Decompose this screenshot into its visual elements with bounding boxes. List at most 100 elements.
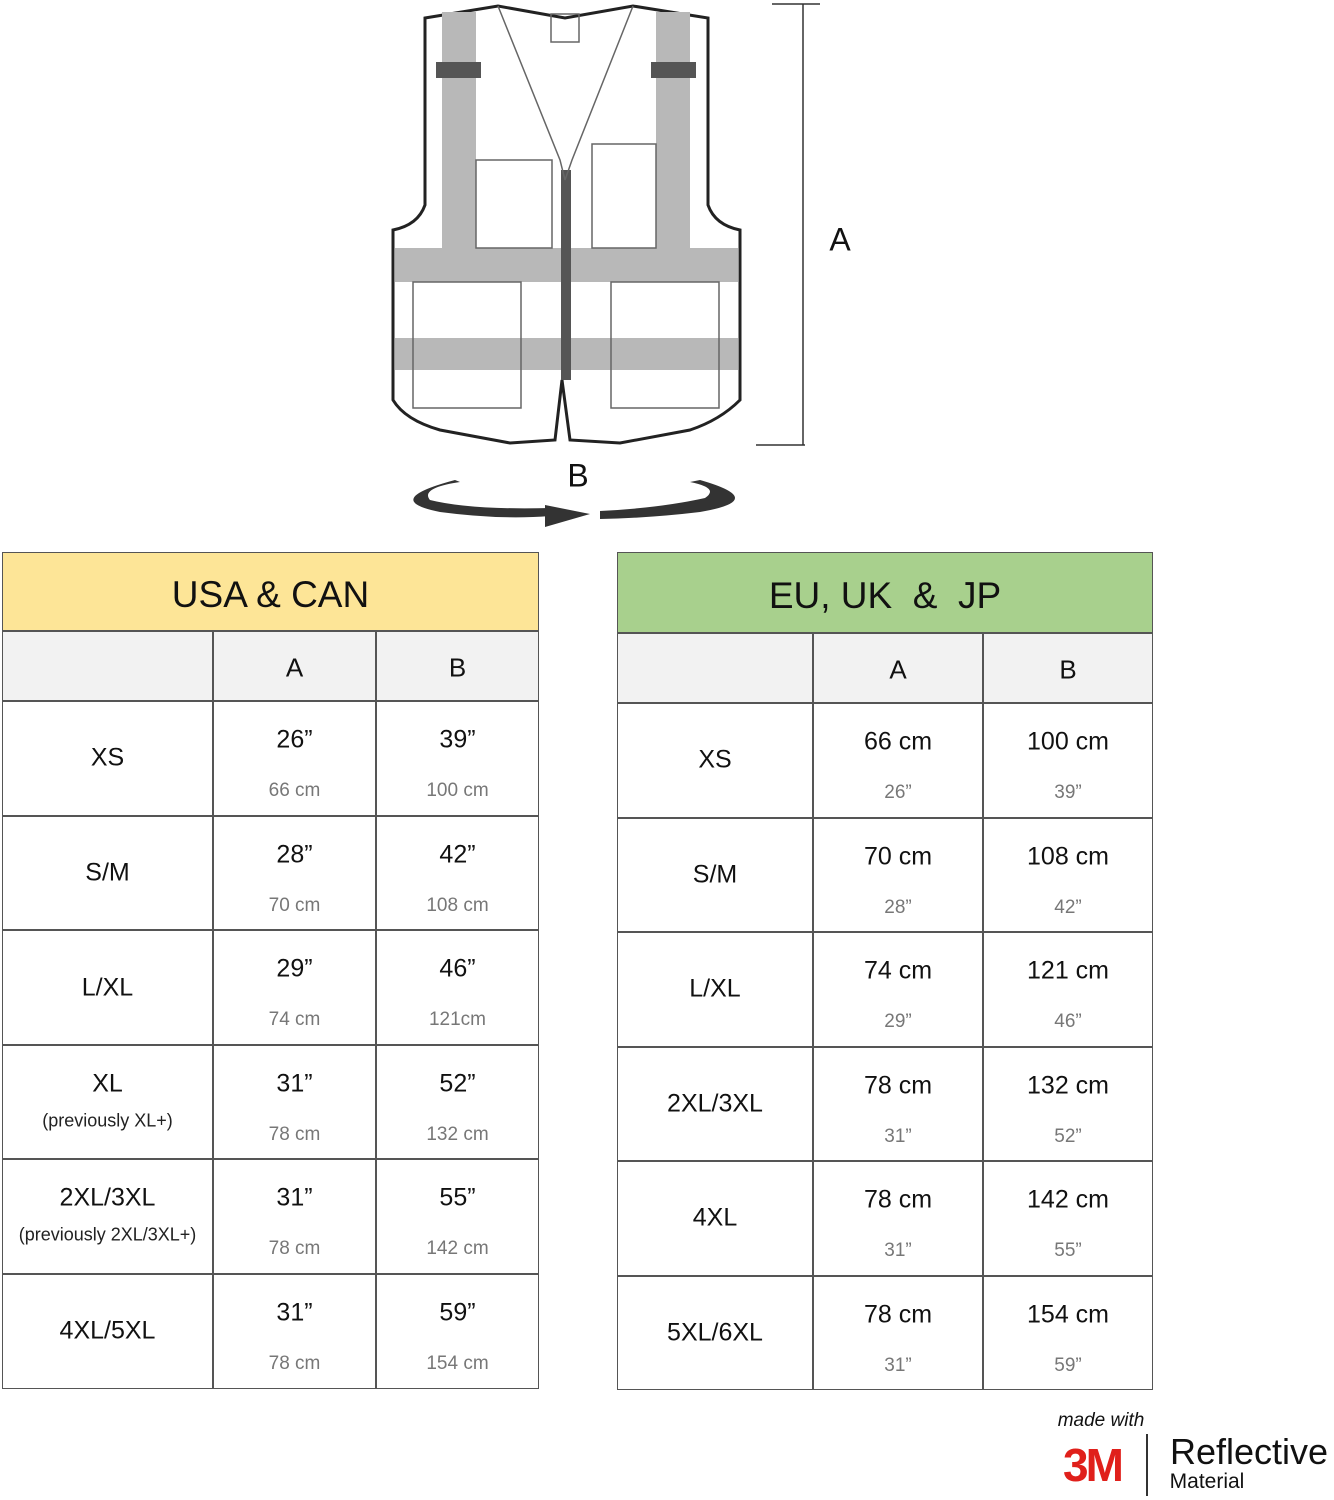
measurement-alt: 74 cm <box>268 1009 321 1031</box>
table-cell <box>617 817 813 932</box>
measurement: 46” <box>439 954 476 983</box>
table-cell <box>813 1046 983 1161</box>
measurement: 31” <box>276 1298 313 1327</box>
column-header-cell <box>213 631 376 701</box>
measurement-alt: 31” <box>884 1354 912 1376</box>
table-cell <box>213 815 376 931</box>
size-label: 4XL <box>692 1203 738 1232</box>
measurement: 74 cm <box>863 956 933 985</box>
table-title: USA & CAN <box>171 573 370 615</box>
table-cell <box>376 701 539 816</box>
table-cell <box>213 1274 376 1389</box>
measurement: 100 cm <box>1027 727 1109 756</box>
measurement: 142 cm <box>1027 1185 1109 1214</box>
size-label: L/XL <box>689 974 741 1003</box>
size-note: (previously XL+) <box>42 1110 173 1131</box>
table-cell <box>2 1274 213 1389</box>
size-label: 2XL/3XL <box>667 1089 763 1118</box>
column-header: A <box>285 652 304 683</box>
table-cell <box>813 1275 983 1390</box>
measurement: 26” <box>276 725 313 754</box>
measurement-alt: 26” <box>884 782 912 803</box>
column-header-cell <box>617 633 813 703</box>
size-label: S/M <box>692 860 738 889</box>
table-cell <box>376 815 539 931</box>
table-header <box>617 552 1153 633</box>
table-cell <box>213 930 376 1045</box>
table-cell <box>2 701 213 816</box>
size-label: 5XL/6XL <box>667 1318 763 1347</box>
measurement-alt: 31” <box>884 1240 912 1261</box>
measurement: 28” <box>276 840 313 869</box>
measurement: 42” <box>439 840 476 869</box>
table-cell <box>617 932 813 1047</box>
measurement: 52” <box>439 1069 476 1098</box>
column-header: A <box>889 654 907 685</box>
brand-logo: 3M <box>1063 1439 1124 1491</box>
table-cell <box>617 703 813 818</box>
column-header-cell <box>813 633 983 703</box>
measurement-alt: 29” <box>884 1011 912 1032</box>
size-label: S/M <box>85 858 130 887</box>
measurement-alt: 78 cm <box>268 1238 321 1260</box>
made-with: made with <box>1057 1410 1145 1431</box>
table-cell <box>813 817 983 932</box>
measurement-alt: 59” <box>1054 1354 1082 1376</box>
measurement: 59” <box>439 1298 476 1327</box>
measurement-alt: 108 cm <box>426 894 489 916</box>
table-cell <box>213 1044 376 1160</box>
table-cell <box>983 1161 1153 1276</box>
measurement: 121 cm <box>1027 956 1109 985</box>
dimension-label: B <box>567 457 589 494</box>
measurement: 39” <box>439 725 476 754</box>
column-header-cell <box>2 631 213 701</box>
table-cell <box>617 1275 813 1390</box>
table-cell <box>2 1044 213 1160</box>
table-title: EU, UK & JP <box>768 574 1002 616</box>
column-header: B <box>448 652 467 683</box>
measurement-alt: 142 cm <box>426 1238 489 1260</box>
measurement-alt: 39” <box>1054 782 1082 803</box>
product-name: Reflective <box>1169 1431 1329 1472</box>
measurement-alt: 55” <box>1054 1240 1082 1261</box>
table-cell <box>617 1161 813 1276</box>
measurement-alt: 42” <box>1054 896 1082 918</box>
divider <box>1146 1434 1148 1496</box>
table-cell <box>617 1046 813 1161</box>
table-cell <box>983 1046 1153 1161</box>
measurement: 66 cm <box>863 727 933 756</box>
column-header-cell <box>376 631 539 701</box>
size-label: XS <box>90 743 125 772</box>
size-label: 4XL/5XL <box>59 1316 156 1345</box>
size-label: XS <box>698 745 732 774</box>
table-cell <box>376 1274 539 1389</box>
measurement: 78 cm <box>863 1300 933 1328</box>
table-cell <box>983 817 1153 932</box>
measurement-alt: 70 cm <box>268 894 321 916</box>
table-cell <box>813 932 983 1047</box>
table-cell <box>813 1161 983 1276</box>
measurement: 78 cm <box>863 1185 933 1214</box>
table-cell <box>2 815 213 931</box>
measurement: 78 cm <box>863 1071 933 1099</box>
measurement: 55” <box>439 1183 476 1212</box>
table-cell <box>2 1159 213 1274</box>
table-cell <box>983 932 1153 1047</box>
measurement: 108 cm <box>1027 842 1109 870</box>
vest-diagram <box>391 3 820 527</box>
dimension-label: A <box>829 221 851 258</box>
measurement: 132 cm <box>1027 1071 1109 1099</box>
table-cell <box>213 701 376 816</box>
table-cell <box>376 1044 539 1160</box>
table-cell <box>2 930 213 1045</box>
size-label: 2XL/3XL <box>59 1183 156 1212</box>
table-header <box>2 552 539 631</box>
measurement-alt: 154 cm <box>426 1353 489 1374</box>
measurement-alt: 78 cm <box>268 1123 321 1145</box>
table-cell <box>213 1159 376 1274</box>
column-header: B <box>1059 654 1077 685</box>
size-label: XL <box>92 1069 123 1098</box>
measurement-alt: 66 cm <box>268 780 321 801</box>
measurement-alt: 121cm <box>428 1009 487 1031</box>
